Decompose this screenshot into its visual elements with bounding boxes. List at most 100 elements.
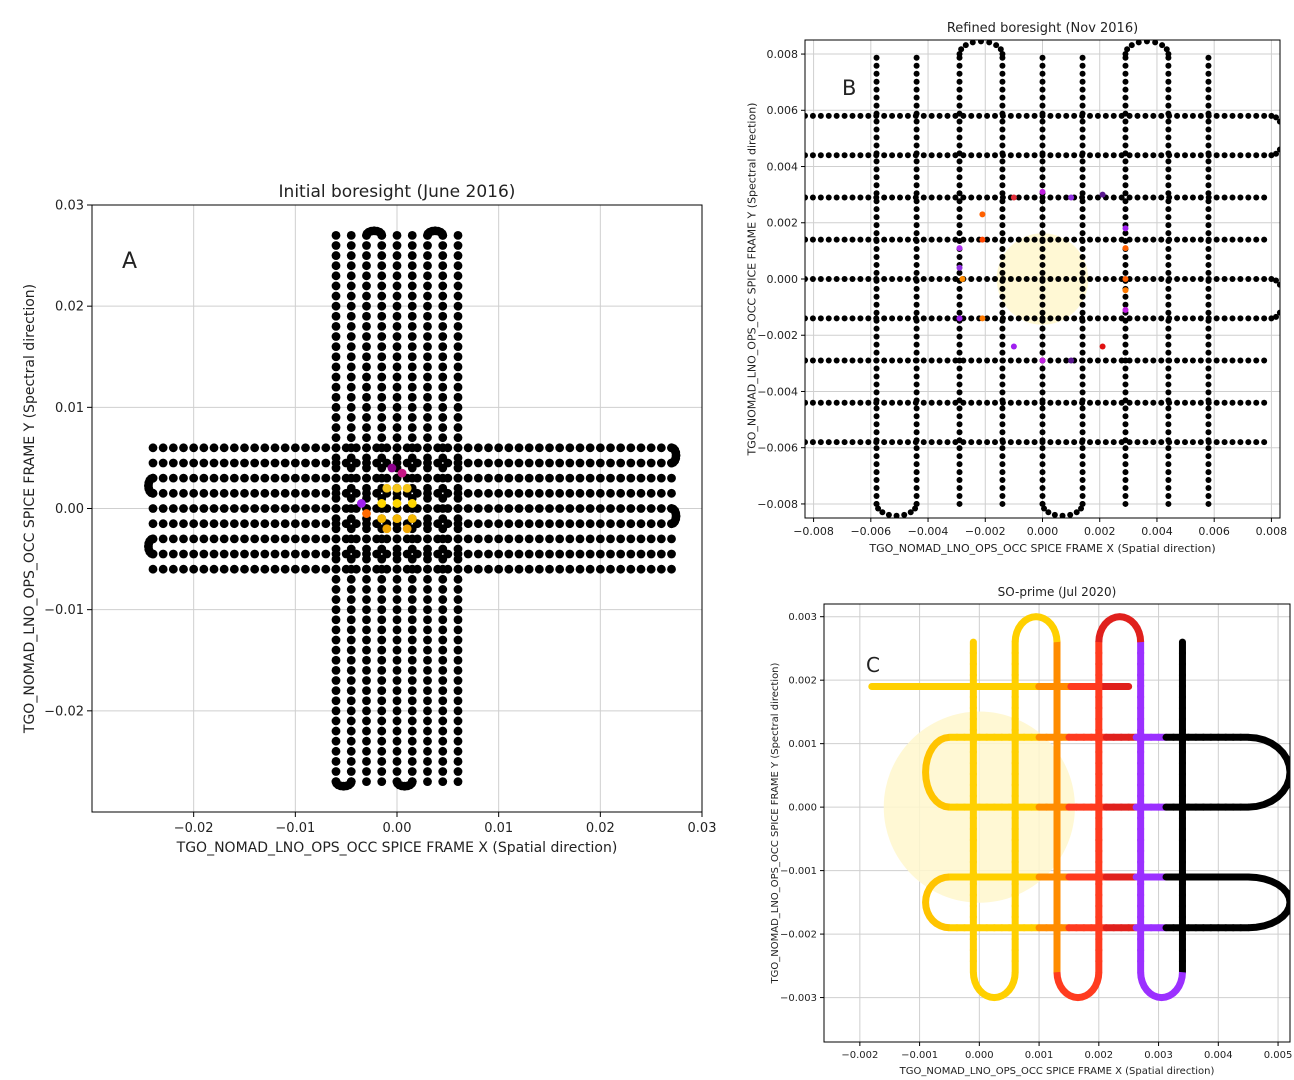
- scan-point: [1182, 276, 1188, 282]
- scan-point: [928, 399, 935, 406]
- scan-point: [453, 402, 463, 412]
- scan-point: [1150, 315, 1157, 322]
- scan-point: [494, 534, 504, 544]
- scan-point: [1079, 261, 1086, 268]
- scan-point: [260, 534, 270, 544]
- scan-point: [453, 281, 463, 291]
- scan-point: [346, 352, 356, 362]
- scan-point: [1079, 437, 1086, 444]
- scan-point: [999, 445, 1006, 452]
- scan-point: [229, 534, 239, 544]
- scan-point: [1150, 112, 1157, 119]
- scan-point: [1122, 94, 1129, 101]
- scan-point: [1158, 315, 1165, 322]
- scan-point: [1079, 198, 1086, 205]
- scan-point: [1261, 357, 1268, 364]
- scan-point: [438, 241, 448, 250]
- scan-point: [377, 635, 387, 645]
- scan-point: [1268, 276, 1275, 282]
- scan-point: [1039, 389, 1046, 396]
- scan-point: [423, 463, 432, 473]
- scan-point: [270, 564, 280, 574]
- scan-point: [514, 443, 524, 453]
- scan-point: [1197, 112, 1204, 119]
- scan-point: [346, 625, 356, 635]
- scan-point: [1158, 194, 1165, 201]
- scan-point: [209, 473, 219, 483]
- scan-point: [392, 402, 402, 412]
- scan-point: [1122, 102, 1129, 109]
- scan-point: [423, 767, 432, 776]
- scan-point: [936, 152, 943, 159]
- scan-point: [1150, 439, 1157, 446]
- scan-point: [1205, 134, 1212, 141]
- scan-point: [1182, 152, 1188, 159]
- scan-point: [1015, 439, 1022, 446]
- scan-point: [362, 706, 371, 716]
- scan-point: [873, 492, 880, 499]
- scan-point: [438, 746, 448, 756]
- scan-point: [346, 716, 356, 726]
- scan-point: [889, 276, 896, 282]
- scan-point: [575, 549, 585, 559]
- scan-point: [331, 342, 341, 352]
- scan-point: [1023, 357, 1030, 364]
- scan-point: [534, 443, 544, 453]
- scan-point: [873, 142, 880, 149]
- scan-point: [857, 236, 864, 243]
- scan-point: [423, 382, 432, 392]
- scan-point: [1182, 439, 1188, 446]
- scan-point: [1039, 477, 1046, 484]
- scan-point: [1071, 236, 1078, 243]
- scan-point: [168, 443, 178, 453]
- scan-point: [321, 534, 331, 544]
- scan-point: [606, 443, 615, 453]
- scan-point: [1079, 293, 1086, 300]
- scan-point: [423, 676, 432, 685]
- scan-point: [646, 519, 656, 529]
- scan-point: [889, 439, 896, 446]
- scan-point: [260, 488, 270, 498]
- scan-point: [1110, 276, 1117, 282]
- scan-point: [423, 413, 432, 422]
- scan-point: [873, 102, 880, 109]
- scan-point: [1253, 315, 1260, 322]
- scan-point: [956, 94, 963, 101]
- scan-point: [873, 477, 880, 484]
- scan-point: [1047, 439, 1054, 446]
- scan-point: [346, 301, 356, 311]
- scan-point: [833, 152, 840, 159]
- scan-point: [873, 94, 880, 101]
- scan-point: [534, 504, 544, 513]
- scan-point: [392, 554, 402, 564]
- scan-point: [912, 505, 919, 512]
- highlighted-point: [392, 499, 402, 508]
- scan-point: [346, 767, 356, 776]
- scan-point: [377, 423, 387, 432]
- scan-point: [1079, 429, 1086, 436]
- scan-point: [346, 534, 356, 544]
- scan-point: [1059, 512, 1066, 518]
- scan-point: [913, 397, 920, 404]
- scan-point: [1047, 357, 1054, 364]
- scan-point: [913, 445, 920, 452]
- scan-point: [555, 443, 565, 453]
- scan-point: [1253, 439, 1260, 446]
- scan-point: [407, 230, 417, 240]
- scan-point: [646, 564, 656, 574]
- scan-point: [904, 276, 911, 282]
- scan-point: [423, 605, 432, 615]
- scan-point: [1087, 315, 1093, 322]
- scan-point: [857, 194, 864, 201]
- scan-point: [1158, 357, 1165, 364]
- scan-point: [331, 686, 341, 695]
- scan-point: [1205, 421, 1212, 428]
- scan-point: [1039, 492, 1046, 499]
- scan-point: [1047, 399, 1054, 406]
- scan-point: [1205, 54, 1212, 61]
- scan-point: [805, 236, 808, 243]
- scan-point: [189, 473, 199, 483]
- scan-point: [1031, 152, 1038, 159]
- scan-point: [1253, 276, 1260, 282]
- scan-point: [473, 488, 483, 498]
